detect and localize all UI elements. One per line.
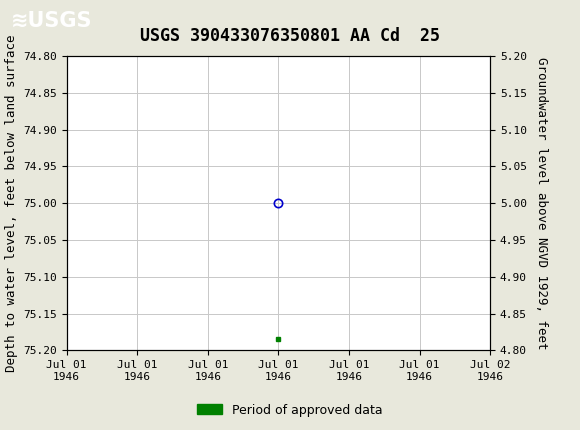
Text: USGS 390433076350801 AA Cd  25: USGS 390433076350801 AA Cd 25 xyxy=(140,27,440,45)
Y-axis label: Groundwater level above NGVD 1929, feet: Groundwater level above NGVD 1929, feet xyxy=(535,57,548,350)
Text: ≋USGS: ≋USGS xyxy=(10,10,92,31)
Y-axis label: Depth to water level, feet below land surface: Depth to water level, feet below land su… xyxy=(5,34,17,372)
Legend: Period of approved data: Period of approved data xyxy=(192,399,388,421)
